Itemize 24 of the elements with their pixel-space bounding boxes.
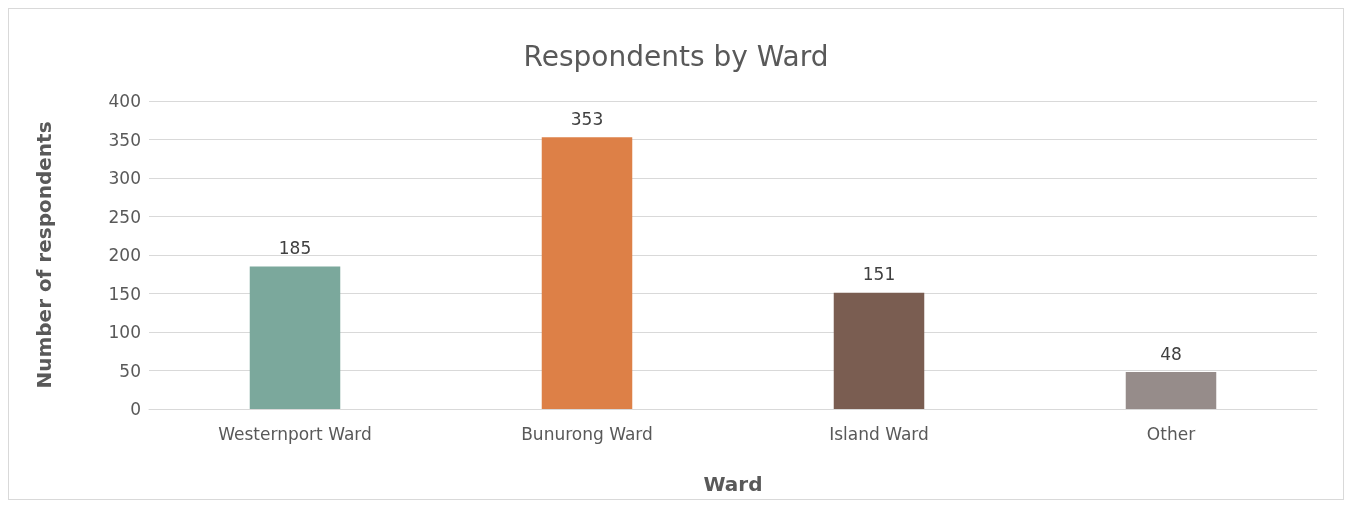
y-tick-label: 0 xyxy=(130,399,141,419)
bar xyxy=(833,292,925,409)
data-label: 353 xyxy=(570,108,604,129)
bar xyxy=(249,266,341,409)
chart-title: Respondents by Ward xyxy=(523,39,829,73)
x-tick-label: Other xyxy=(1146,423,1196,444)
y-tick-label: 150 xyxy=(108,283,141,304)
y-tick-label: 200 xyxy=(108,245,141,265)
x-tick-label: Island Ward xyxy=(829,423,929,444)
y-tick-label: 350 xyxy=(108,129,141,150)
data-label: 185 xyxy=(278,238,312,259)
bar xyxy=(1125,372,1217,409)
y-axis-title: Number of respondents xyxy=(32,121,56,389)
x-tick-label: Westernport Ward xyxy=(218,423,372,444)
y-tick-label: 300 xyxy=(108,168,141,188)
y-tick-label: 50 xyxy=(119,360,141,381)
data-label: 151 xyxy=(862,264,896,285)
x-tick-label: Bunurong Ward xyxy=(521,423,653,444)
y-tick-label: 400 xyxy=(108,91,141,111)
data-label: 48 xyxy=(1160,343,1182,364)
y-tick-label: 250 xyxy=(108,206,141,227)
x-axis-title: Ward xyxy=(703,472,763,496)
y-tick-label: 100 xyxy=(108,322,141,342)
bar xyxy=(541,137,633,409)
